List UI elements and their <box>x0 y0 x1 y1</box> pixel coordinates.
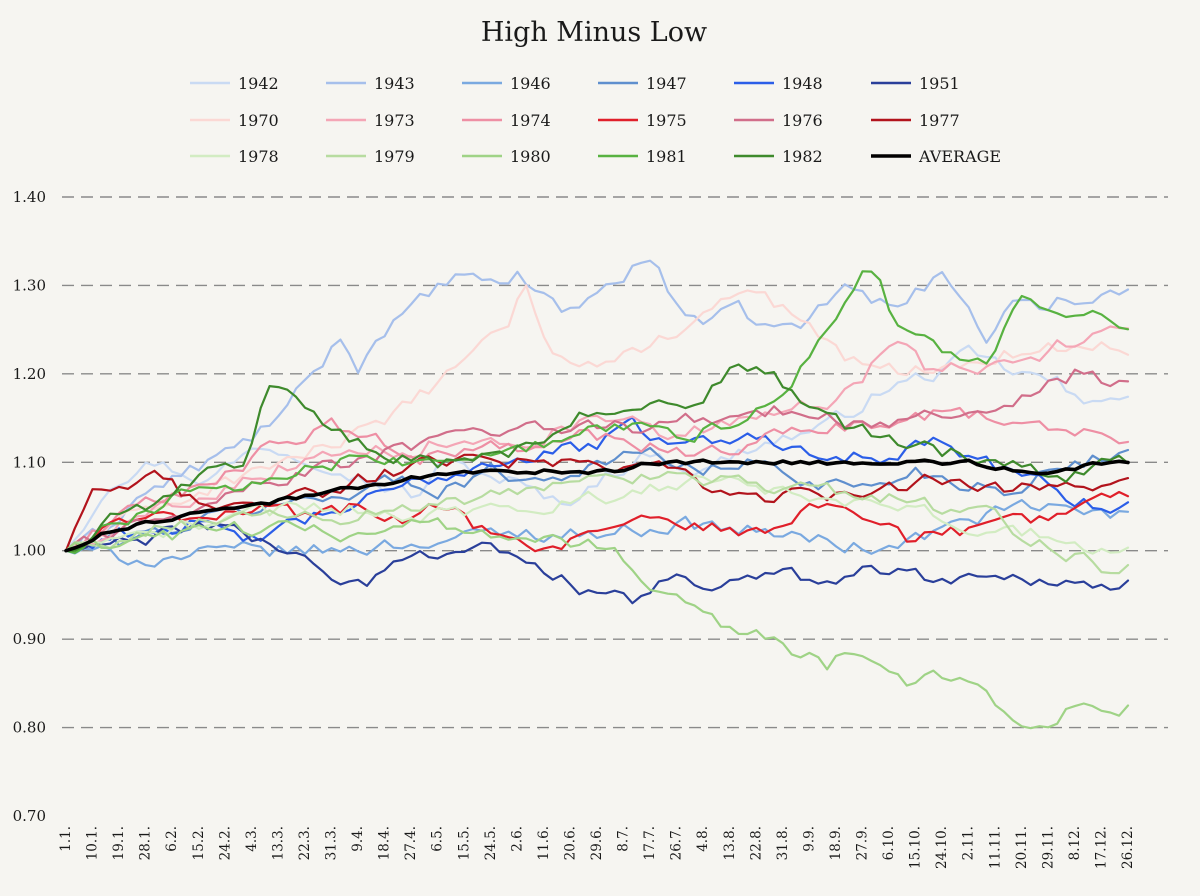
series-line-1974 <box>64 406 1130 552</box>
x-tick-label: 2.11. <box>961 826 977 860</box>
series-line-1982 <box>64 363 1130 552</box>
series-line-1979 <box>64 470 1130 575</box>
x-tick-label: 11.11. <box>987 826 1003 869</box>
x-tick-label: 1.1. <box>58 826 74 852</box>
x-tick-label: 15.10. <box>908 826 924 869</box>
x-tick-label: 27.9. <box>855 826 871 860</box>
series-line-1975 <box>64 490 1130 553</box>
x-tick-label: 8.12. <box>1067 826 1083 860</box>
legend-label-1974: 1974 <box>510 111 551 130</box>
legend-label-1973: 1973 <box>374 111 415 130</box>
legend-label-1970: 1970 <box>238 111 279 130</box>
series-line-1980 <box>64 517 1130 730</box>
series-lines <box>64 259 1130 730</box>
series-line-1981 <box>64 270 1130 555</box>
x-tick-label: 20.11. <box>1014 826 1030 869</box>
x-axis-ticks: 1.1. 10.1. 19.1. 28.1. 6.2. 15.2. 24.2. 4.3. 13.… <box>58 826 1136 869</box>
legend-label-1951: 1951 <box>919 74 960 93</box>
x-tick-label: 28.1. <box>138 826 154 860</box>
x-tick-label: 11.6. <box>536 826 552 860</box>
x-tick-label: 31.8. <box>775 826 791 860</box>
series-line-1943 <box>64 259 1130 552</box>
x-tick-label: 24.2. <box>217 826 233 860</box>
series-line-1976 <box>64 368 1130 552</box>
x-tick-label: 20.6. <box>562 826 578 860</box>
x-tick-label: 9.9. <box>801 826 817 852</box>
legend-label-1948: 1948 <box>782 74 823 93</box>
x-tick-label: 4.3. <box>244 826 260 852</box>
legend-label-1976: 1976 <box>782 111 823 130</box>
x-tick-label: 22.3. <box>297 826 313 860</box>
legend-label-average: AVERAGE <box>918 147 1001 166</box>
x-tick-label: 17.7. <box>642 826 658 860</box>
x-tick-label: 18.9. <box>828 826 844 860</box>
x-tick-label: 31.3. <box>324 826 340 860</box>
x-tick-label: 24.10. <box>934 826 950 869</box>
series-line-1942 <box>64 344 1130 552</box>
legend-label-1978: 1978 <box>238 147 279 166</box>
x-tick-label: 29.11. <box>1040 826 1056 869</box>
x-tick-label: 13.8. <box>722 826 738 860</box>
x-tick-label: 6.2. <box>164 826 180 852</box>
x-tick-label: 29.6. <box>589 826 605 860</box>
y-tick-label: 0.90 <box>13 630 46 648</box>
x-tick-label: 26.7. <box>669 826 685 860</box>
x-tick-label: 10.1. <box>85 826 101 860</box>
x-tick-label: 9.4. <box>350 826 366 852</box>
legend: 1942 1943 1946 1947 1948 1951 1970 1973 1974 1975… <box>190 74 1001 166</box>
y-tick-label: 1.10 <box>13 453 46 471</box>
x-tick-label: 17.12. <box>1093 826 1109 869</box>
x-tick-label: 15.2. <box>191 826 207 860</box>
x-tick-label: 13.3. <box>270 826 286 860</box>
y-axis-ticks: 1.40 1.30 1.20 1.10 1.00 0.90 0.80 0.70 <box>13 188 46 825</box>
chart-title: High Minus Low <box>481 17 707 48</box>
legend-label-1977: 1977 <box>919 111 960 130</box>
legend-label-1979: 1979 <box>374 147 415 166</box>
y-tick-label: 1.30 <box>13 276 46 294</box>
x-tick-label: 22.8. <box>748 826 764 860</box>
x-tick-label: 15.5. <box>456 826 472 860</box>
series-line-1973 <box>64 325 1130 552</box>
series-line-1948 <box>64 416 1130 552</box>
legend-label-1980: 1980 <box>510 147 551 166</box>
x-tick-label: 8.7. <box>616 826 632 852</box>
y-tick-label: 1.20 <box>13 365 46 383</box>
legend-label-1943: 1943 <box>374 74 415 93</box>
grid-lines <box>62 196 1168 729</box>
x-tick-label: 2.6. <box>509 826 525 852</box>
legend-label-1942: 1942 <box>238 74 279 93</box>
x-tick-label: 18.4. <box>377 826 393 860</box>
legend-label-1981: 1981 <box>646 147 687 166</box>
x-tick-label: 6.5. <box>430 826 446 852</box>
x-tick-label: 24.5. <box>483 826 499 860</box>
x-tick-label: 4.8. <box>695 826 711 852</box>
y-tick-label: 0.80 <box>13 719 46 737</box>
legend-label-1982: 1982 <box>782 147 823 166</box>
y-tick-label: 1.40 <box>13 188 46 206</box>
series-line-1977 <box>64 453 1130 552</box>
x-tick-label: 26.12. <box>1120 826 1136 869</box>
y-tick-label: 1.00 <box>13 542 46 560</box>
y-tick-label: 0.70 <box>13 807 46 825</box>
x-tick-label: 27.4. <box>403 826 419 860</box>
series-line-average <box>64 458 1130 553</box>
legend-label-1946: 1946 <box>510 74 551 93</box>
x-tick-label: 19.1. <box>111 826 127 860</box>
legend-label-1975: 1975 <box>646 111 687 130</box>
x-tick-label: 6.10. <box>881 826 897 860</box>
legend-label-1947: 1947 <box>646 74 687 93</box>
